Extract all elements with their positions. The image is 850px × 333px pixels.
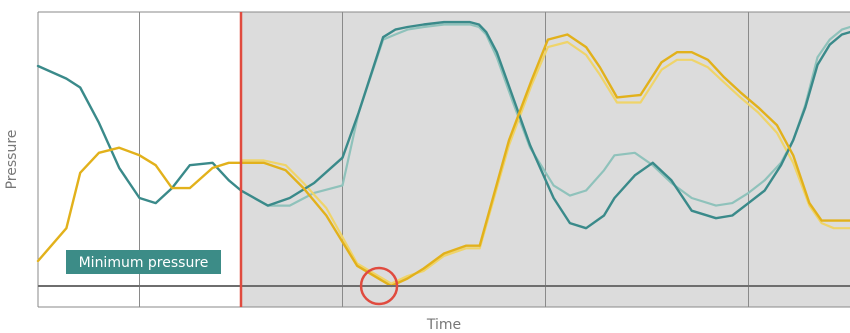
minimum-pressure-label: Minimum pressure — [66, 250, 221, 274]
minimum-pressure-label-box — [66, 250, 221, 274]
series-line-teal — [36, 20, 850, 230]
minimum-pressure-label-text: Minimum pressure — [79, 255, 209, 271]
grid — [37, 11, 850, 308]
minimum-highlight-circle — [359, 266, 399, 306]
series-line-gold — [36, 33, 850, 288]
x-axis-label: Time — [426, 317, 461, 333]
y-axis-label: Pressure — [4, 130, 20, 190]
